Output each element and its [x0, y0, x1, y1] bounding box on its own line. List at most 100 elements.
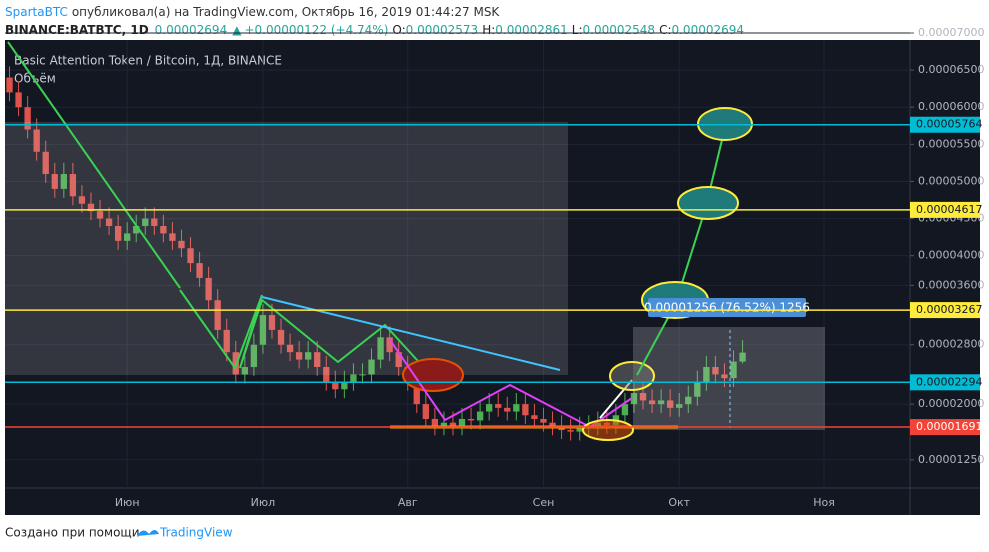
trend-line	[261, 296, 561, 371]
candle-body	[124, 233, 131, 241]
last-price: 0.00002694	[155, 23, 228, 37]
candle-body	[341, 381, 348, 390]
candle-body	[277, 329, 285, 345]
candle-body	[540, 418, 547, 423]
candle-body	[476, 411, 484, 421]
ohlc-label: H:	[482, 23, 495, 37]
y-tick-label: 0.00002000	[918, 397, 984, 410]
candle-body	[513, 404, 520, 412]
ohlc-value: 0.00002694	[671, 23, 744, 37]
candle-body	[24, 107, 31, 130]
candle-body	[549, 422, 556, 427]
candle-body	[205, 277, 212, 301]
candle-body	[449, 422, 457, 427]
y-tick-label: 0.00007000	[918, 26, 984, 39]
level-marker	[910, 201, 980, 218]
ohlc-value: 0.00002573	[406, 23, 479, 37]
candle-body	[676, 404, 683, 408]
chart-subtitle: Объём	[14, 72, 56, 86]
candle-body	[295, 352, 303, 360]
x-tick-label: Окт	[668, 496, 690, 509]
y-tick-label: 0.00006000	[918, 100, 984, 113]
pattern	[389, 339, 633, 429]
candle-body	[395, 352, 402, 368]
candle-body	[160, 225, 167, 234]
x-tick-label: Авг	[398, 496, 418, 509]
measure-label-box	[648, 298, 806, 317]
y-tick-label: 0.00005000	[918, 174, 984, 187]
candle-body	[323, 367, 330, 382]
candle-body	[96, 211, 104, 219]
symbol-line: BINANCE:BATBTC, 1D 0.00002694 ▲ +0.00000122…	[5, 23, 744, 37]
level-label: 0.00001691	[916, 420, 982, 433]
candle-body	[332, 381, 339, 390]
candle-body	[712, 367, 719, 375]
candle-body	[522, 404, 529, 416]
y-tick-label: 0.00005500	[918, 137, 984, 150]
candle-body	[413, 381, 420, 405]
candle-body	[214, 300, 221, 330]
candle-body	[694, 381, 701, 397]
candle-body	[359, 374, 366, 376]
level-marker	[910, 302, 980, 319]
candle-body	[42, 151, 49, 175]
candle-body	[142, 218, 149, 226]
candle-body	[259, 315, 267, 345]
footer-brand[interactable]: TradingView	[159, 526, 233, 540]
candle-body	[196, 263, 203, 278]
level-marker	[910, 419, 980, 436]
ohlc-label: O:	[392, 23, 405, 37]
candle-body	[69, 174, 77, 197]
y-tick-label: 0.00006500	[918, 63, 984, 76]
symbol: BINANCE:BATBTC, 1D	[5, 23, 149, 37]
zigzag	[179, 289, 429, 373]
candle-body	[467, 418, 475, 421]
y-tick-label: 0.00001250	[918, 453, 984, 466]
level-label: 0.00002294	[916, 375, 982, 388]
candle-body	[305, 352, 312, 360]
candle-body	[6, 77, 13, 93]
candle-body	[648, 400, 656, 405]
highlight	[402, 358, 464, 392]
candle-body	[657, 400, 665, 405]
candle-body	[78, 196, 86, 204]
candle-body	[440, 422, 448, 427]
candle-body	[241, 367, 248, 375]
target	[677, 186, 739, 220]
candle-body	[621, 404, 629, 416]
x-tick-label: Июл	[251, 496, 276, 509]
candle-body	[639, 392, 647, 401]
ohlc-label: C:	[659, 23, 671, 37]
y-tick-label: 0.00002800	[918, 338, 984, 351]
candle-body	[286, 344, 294, 353]
ohlc-value: 0.00002548	[583, 23, 656, 37]
trend-line	[7, 41, 181, 289]
published: опубликовал(а) на TradingView.com, Октяб…	[72, 5, 501, 19]
candle-body	[431, 418, 439, 427]
chart-background	[5, 40, 980, 515]
level-label: 0.00004617	[916, 203, 982, 216]
footer-text: Создано при помощи	[5, 526, 140, 540]
candle-body	[630, 392, 638, 405]
author[interactable]: SpartaBTC	[5, 5, 68, 19]
y-tick-label: 0.00003600	[918, 278, 984, 291]
candle-body	[504, 407, 511, 412]
candle-body	[350, 374, 357, 382]
x-tick-label: Июн	[115, 496, 140, 509]
level-marker	[910, 116, 980, 133]
candle-body	[486, 404, 493, 412]
candle-body	[422, 404, 429, 419]
candle-body	[87, 203, 95, 212]
measure-box	[633, 327, 825, 430]
candle-body	[60, 174, 67, 189]
candle-body	[495, 404, 502, 408]
candle-body	[169, 233, 176, 241]
level-marker	[910, 374, 980, 391]
change: +0.00000122 (+4.74%)	[244, 23, 388, 37]
candle-body	[151, 218, 158, 226]
candle-body	[703, 367, 710, 382]
candle-body	[223, 329, 230, 353]
publish-line: SpartaBTC опубликовал(а) на TradingView.c…	[5, 5, 500, 19]
